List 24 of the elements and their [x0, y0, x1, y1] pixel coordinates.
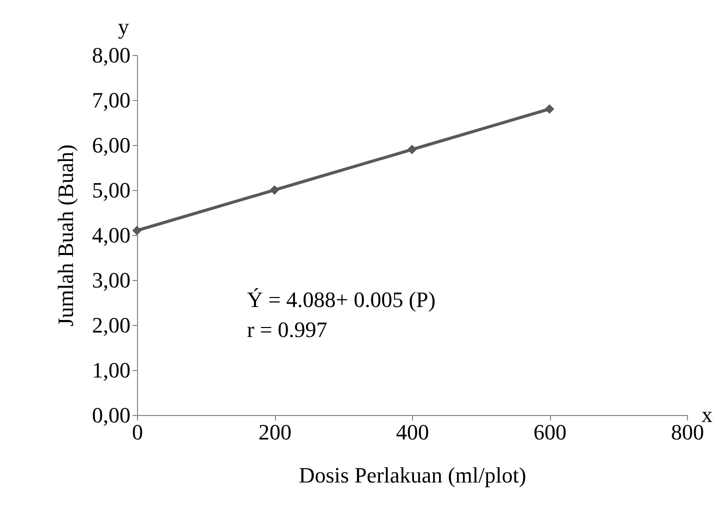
x-tick-label: 200 — [258, 420, 292, 444]
y-tick-label: 8,00 — [92, 42, 130, 68]
y-tick-label: 5,00 — [92, 178, 130, 202]
x-tick-label: 800 — [671, 420, 704, 444]
x-tick-label: 0 — [132, 420, 143, 444]
text: x — [702, 402, 712, 427]
x-tick-label: 400 — [396, 420, 429, 444]
point — [544, 104, 554, 114]
y-axis-title: Jumlah Buah (Buah) — [53, 144, 78, 327]
y-tick-label: 4,00 — [92, 222, 130, 248]
annotation: r = 0.997 — [247, 317, 328, 342]
y-tick-label: 1,00 — [92, 358, 130, 382]
y-tick-label: 6,00 — [92, 132, 130, 158]
annotation: Ý = 4.088+ 0.005 (P) — [247, 287, 436, 312]
y-tick-label: 0,00 — [92, 402, 130, 428]
point — [132, 226, 142, 236]
x-axis-title: Dosis Perlakuan (ml/plot) — [298, 462, 526, 488]
text: y — [118, 14, 129, 39]
y-tick-label: 7,00 — [92, 88, 130, 112]
y-tick-label: 3,00 — [92, 268, 130, 292]
point — [407, 144, 417, 154]
point — [270, 185, 280, 195]
x-tick-label: 600 — [534, 420, 566, 444]
y-tick-label: 2,00 — [92, 312, 130, 338]
